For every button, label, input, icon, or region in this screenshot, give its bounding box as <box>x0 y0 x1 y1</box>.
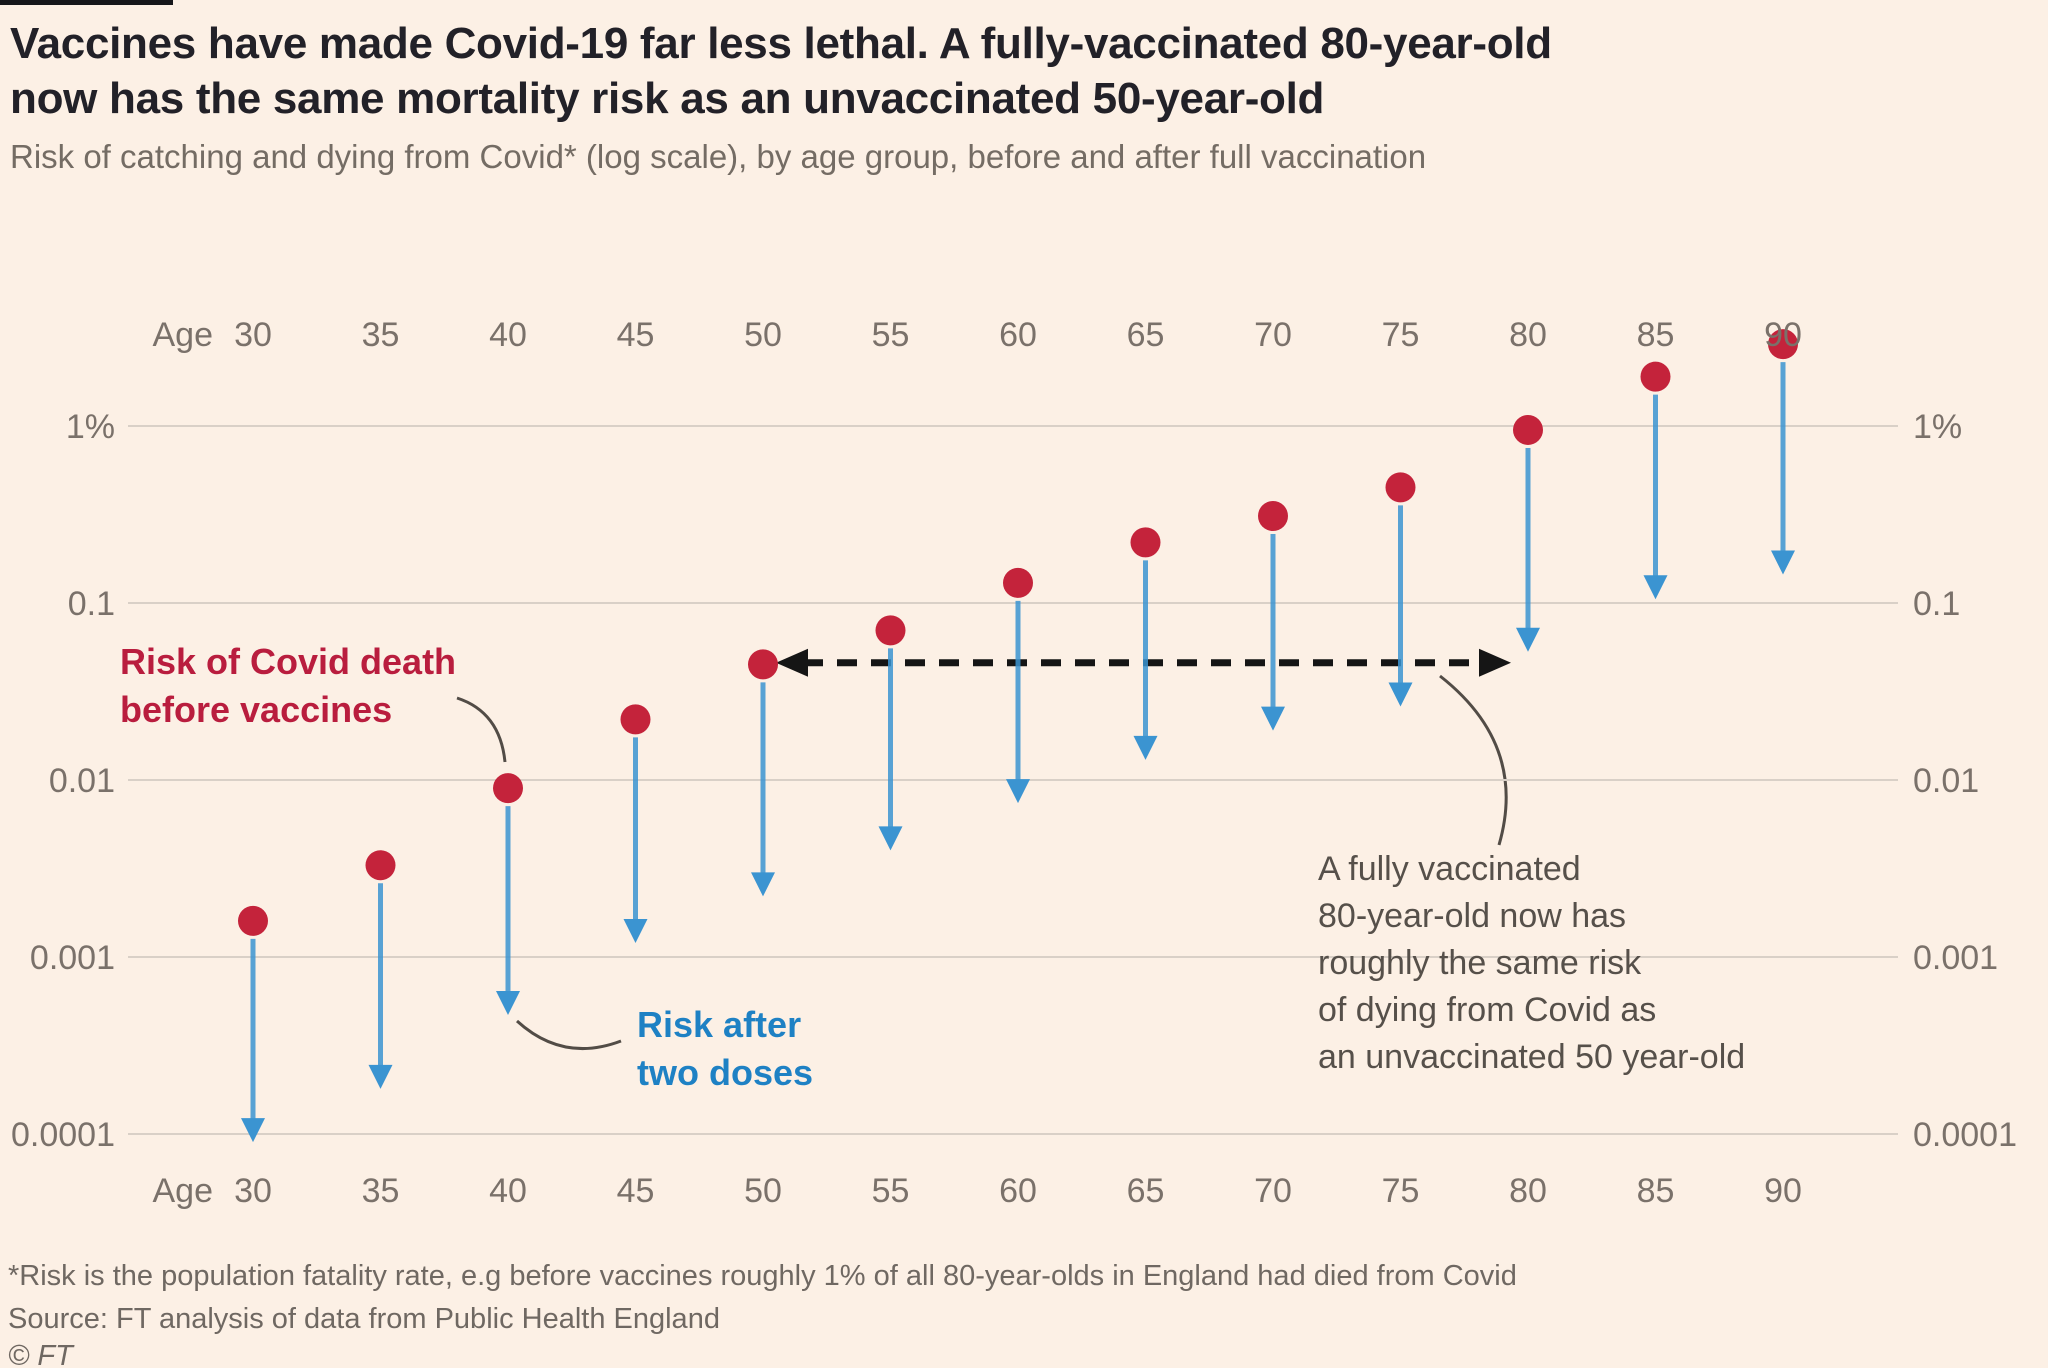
before-vaccine-dot-age-40 <box>493 773 523 804</box>
before-vaccine-dot-age-45 <box>620 704 651 735</box>
risk-drop-arrowhead-icon-age-40 <box>496 991 520 1016</box>
chart-title: Vaccines have made Covid-19 far less let… <box>10 19 1552 123</box>
before-vaccine-dot-age-85 <box>1640 361 1671 392</box>
x-axis-label-top-90: 90 <box>1764 316 1802 354</box>
before-vaccine-dot-age-90 <box>1768 329 1798 360</box>
risk-drop-arrowhead-icon-age-35 <box>368 1064 393 1089</box>
x-axis-label-top-75: 75 <box>1382 316 1420 354</box>
x-axis-label-top-60: 60 <box>999 316 1037 354</box>
before-vaccine-dot-age-55 <box>875 615 906 646</box>
risk-drop-arrowhead-icon-age-80 <box>1516 627 1540 652</box>
x-axis-label-bottom-75: 75 <box>1382 1172 1420 1210</box>
generated-chart-layer: 1% 1% 0.1 0.1 0.01 0.01 0.001 0.001 0.0001 0.0001… <box>11 316 2017 1210</box>
y-axis-label-right-0.0001: 0.0001 <box>1913 1116 2017 1154</box>
x-axis-label-top-45: 45 <box>617 316 655 354</box>
y-axis-label-right-1%: 1% <box>1913 408 1962 446</box>
x-axis-label-top-85: 85 <box>1637 316 1675 354</box>
risk-drop-arrowhead-icon-age-75 <box>1388 682 1413 707</box>
x-axis-label-bottom-50: 50 <box>744 1172 782 1210</box>
before-vaccine-dot-age-30 <box>238 905 268 936</box>
x-axis-label-top-50: 50 <box>744 316 782 354</box>
y-axis-label-right-0.001: 0.001 <box>1913 939 1998 977</box>
x-axis-label-bottom-65: 65 <box>1127 1172 1165 1210</box>
leader-line-equivalence-note <box>1439 674 1508 846</box>
risk-drop-arrowhead-icon-age-50 <box>751 872 775 897</box>
x-axis-label-bottom-35: 35 <box>362 1172 400 1210</box>
after-two-doses-label: Risk after two doses <box>637 1004 814 1093</box>
before-vaccine-dot-age-65 <box>1130 527 1161 558</box>
leader-line-before-label <box>456 696 507 763</box>
x-axis-label-top-55: 55 <box>872 316 910 354</box>
x-axis-label-bottom-60: 60 <box>999 1172 1037 1210</box>
x-axis-label-bottom-45: 45 <box>617 1172 655 1210</box>
risk-drop-arrowhead-icon-age-30 <box>241 1118 265 1143</box>
x-axis-label-bottom-85: 85 <box>1637 1172 1675 1210</box>
before-vaccine-dot-age-75 <box>1385 472 1416 503</box>
risk-drop-arrowhead-icon-age-70 <box>1261 706 1285 731</box>
top-accent-bar <box>0 0 173 5</box>
risk-drop-arrowhead-icon-age-65 <box>1133 735 1158 760</box>
chart-subtitle: Risk of catching and dying from Covid* (… <box>10 138 1427 175</box>
before-vaccine-dot-age-60 <box>1003 567 1033 598</box>
x-axis-label-bottom-40: 40 <box>489 1172 527 1210</box>
connector-left-arrowhead-icon <box>776 648 808 677</box>
risk-drop-arrowhead-icon-age-60 <box>1006 779 1030 804</box>
leader-line-after-label <box>515 1019 622 1051</box>
risk-drop-arrowhead-icon-age-85 <box>1643 575 1668 600</box>
x-axis-label-bottom-30: 30 <box>234 1172 272 1210</box>
x-axis-prefix-top: Age <box>153 316 214 354</box>
copyright: © FT <box>8 1340 73 1368</box>
x-axis-label-top-35: 35 <box>362 316 400 354</box>
y-axis-label-left-0.001: 0.001 <box>30 939 115 977</box>
before-vaccine-dot-age-80 <box>1513 414 1543 445</box>
before-vaccine-dot-age-50 <box>748 649 778 680</box>
y-axis-label-left-0.1: 0.1 <box>68 585 115 623</box>
footnote: *Risk is the population fatality rate, e… <box>8 1260 1517 1292</box>
y-axis-label-left-1%: 1% <box>66 408 115 446</box>
risk-drop-arrowhead-icon-age-45 <box>623 918 648 943</box>
x-axis-label-bottom-55: 55 <box>872 1172 910 1210</box>
x-axis-label-top-40: 40 <box>489 316 527 354</box>
y-axis-label-right-0.01: 0.01 <box>1913 762 1979 800</box>
y-axis-label-left-0.01: 0.01 <box>49 762 115 800</box>
before-vaccine-dot-age-35 <box>365 850 396 881</box>
risk-drop-arrowhead-icon-age-90 <box>1771 550 1795 575</box>
source-line: Source: FT analysis of data from Public … <box>8 1303 720 1335</box>
before-vaccine-dot-age-70 <box>1258 501 1288 532</box>
x-axis-label-top-70: 70 <box>1254 316 1292 354</box>
before-vaccines-label: Risk of Covid death before vaccines <box>120 641 457 730</box>
x-axis-label-bottom-80: 80 <box>1509 1172 1547 1210</box>
connector-right-arrowhead-icon <box>1479 648 1511 677</box>
risk-drop-arrowhead-icon-age-55 <box>878 826 903 851</box>
equivalence-note: A fully vaccinated 80-year-old now has r… <box>1318 850 1746 1076</box>
x-axis-label-top-30: 30 <box>234 316 272 354</box>
x-axis-label-top-65: 65 <box>1127 316 1165 354</box>
x-axis-label-bottom-90: 90 <box>1764 1172 1802 1210</box>
y-axis-label-left-0.0001: 0.0001 <box>11 1116 115 1154</box>
y-axis-label-right-0.1: 0.1 <box>1913 585 1960 623</box>
x-axis-label-bottom-70: 70 <box>1254 1172 1292 1210</box>
x-axis-label-top-80: 80 <box>1509 316 1547 354</box>
x-axis-prefix-bottom: Age <box>153 1172 214 1210</box>
